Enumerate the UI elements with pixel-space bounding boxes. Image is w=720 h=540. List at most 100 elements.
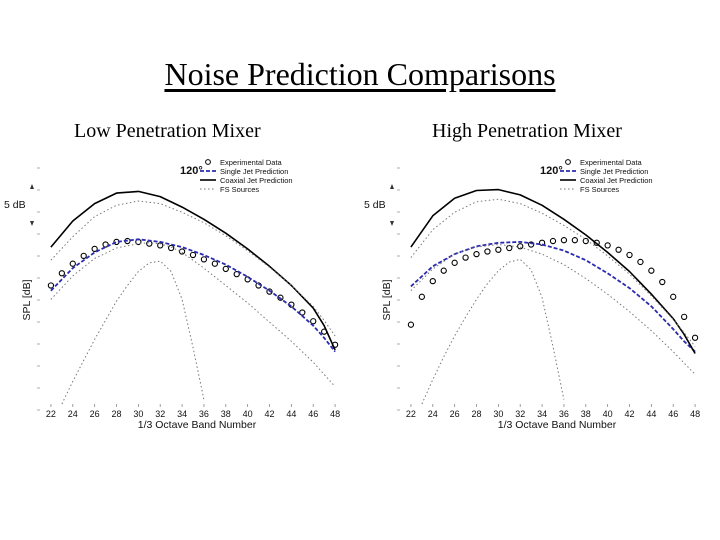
experimental-data-point [58, 270, 66, 277]
scale-arrow-down [30, 221, 34, 226]
x-axis-label: 1/3 Octave Band Number [498, 419, 617, 431]
scale-label: 5 dB [4, 199, 26, 211]
x-tick-label: 26 [450, 409, 460, 419]
experimental-data-point [659, 278, 666, 286]
experimental-data-point [495, 246, 502, 253]
single-jet-prediction-line [50, 238, 336, 353]
experimental-data-point [680, 313, 688, 321]
x-tick-label: 48 [330, 409, 340, 419]
experimental-data-point [691, 334, 699, 341]
experimental-data-point [440, 267, 447, 274]
experimental-data-point [549, 237, 557, 245]
x-tick-label: 26 [90, 409, 100, 419]
experimental-data-point [560, 237, 568, 244]
x-tick-label: 24 [428, 409, 438, 419]
experimental-data-point [571, 237, 579, 244]
chart-high-penetration: 5 dB SPL [dB] 22 24 26 28 30 32 34 36 38 40 42 44 46 48… [364, 158, 700, 431]
experimental-data-point [593, 239, 600, 246]
x-tick-label: 28 [111, 409, 121, 419]
x-tick-label: 22 [406, 409, 416, 419]
experimental-data-point [310, 318, 317, 325]
chart-low-penetration: 5 dB SPL [dB] 22 24 26 28 30 32 34 36 38 40 42 44 46 48… [4, 158, 340, 431]
x-tick-label: 42 [264, 409, 274, 419]
experimental-data-point [637, 258, 644, 266]
experimental-data-point [167, 244, 175, 252]
experimental-data-point [604, 242, 611, 249]
fs-source-component-line [421, 258, 565, 405]
experimental-data-point [47, 282, 55, 289]
single-jet-prediction-line [410, 241, 696, 353]
experimental-data-point [462, 254, 469, 261]
experimental-data-point [648, 267, 655, 274]
x-tick-label: 44 [646, 409, 656, 419]
experimental-data-point [299, 309, 306, 316]
fs-source-component-line [410, 244, 696, 375]
experimental-data-point [517, 243, 524, 250]
x-tick-label: 46 [308, 409, 318, 419]
x-axis-label: 1/3 Octave Band Number [138, 419, 257, 431]
experimental-data-point [429, 277, 436, 285]
x-tick-label: 32 [155, 409, 165, 419]
coaxial-jet-prediction-line [50, 190, 336, 351]
y-axis-label: SPL [dB] [21, 279, 33, 320]
slide-title: Noise Prediction Comparisons [164, 56, 556, 92]
experimental-data-point [91, 245, 98, 253]
x-tick-label: 36 [199, 409, 209, 419]
x-tick-label: 30 [133, 409, 143, 419]
experimental-data-point [451, 259, 458, 266]
coaxial-jet-prediction-line [410, 188, 696, 354]
legend-entry: Experimental Data [220, 158, 283, 167]
angle-annotation: 120° [540, 165, 563, 177]
x-tick-label: 38 [221, 409, 231, 419]
experimental-data-point [407, 321, 415, 328]
legend-entry: Single Jet Prediction [220, 167, 288, 176]
experimental-data-point [527, 241, 535, 248]
fs-sources-line [410, 198, 696, 347]
experimental-data-point [211, 260, 219, 267]
experimental-data-point [200, 256, 208, 263]
x-tick-label: 40 [603, 409, 613, 419]
legend-entry: Single Jet Prediction [580, 167, 648, 176]
panel-title-low-penetration: Low Penetration Mixer [74, 120, 261, 142]
x-tick-label: 48 [690, 409, 700, 419]
experimental-data-point [146, 240, 153, 247]
x-tick-label: 38 [581, 409, 591, 419]
legend-entry: FS Sources [220, 185, 259, 194]
experimental-data-point [80, 252, 87, 260]
legend-entry: Coaxial Jet Prediction [580, 176, 653, 185]
scale-arrow-up [390, 184, 394, 189]
legend-entry: Experimental Data [580, 158, 643, 167]
experimental-data-point [233, 271, 240, 278]
scale-arrow-down [390, 221, 394, 226]
experimental-data-point [473, 250, 480, 258]
scale-label: 5 dB [364, 199, 386, 211]
experimental-data-point [418, 293, 426, 300]
x-tick-label: 42 [624, 409, 634, 419]
fs-sources-line [50, 200, 336, 337]
legend-marker-circle [205, 159, 211, 165]
x-tick-label: 46 [668, 409, 678, 419]
experimental-data-point [615, 246, 622, 253]
experimental-data-point [102, 241, 109, 248]
y-axis-label: SPL [dB] [381, 279, 393, 320]
experimental-data-point [222, 265, 229, 273]
x-tick-label: 44 [286, 409, 296, 419]
x-tick-label: 24 [68, 409, 78, 419]
legend-marker-circle [565, 159, 571, 165]
legend-entry: Coaxial Jet Prediction [220, 176, 293, 185]
x-tick-label: 34 [537, 409, 547, 419]
experimental-data-point [626, 251, 633, 259]
scale-arrow-up [30, 184, 34, 189]
experimental-data-point [484, 248, 491, 255]
experimental-data-point [189, 251, 197, 259]
experimental-data-point [178, 248, 186, 255]
experimental-data-point [582, 237, 589, 245]
panel-title-high-penetration: High Penetration Mixer [432, 120, 622, 142]
x-tick-label: 30 [493, 409, 503, 419]
experimental-data-point [670, 293, 677, 300]
x-tick-label: 28 [471, 409, 481, 419]
x-tick-label: 32 [515, 409, 525, 419]
x-tick-label: 22 [46, 409, 56, 419]
x-tick-label: 34 [177, 409, 187, 419]
experimental-data-point [69, 260, 76, 267]
